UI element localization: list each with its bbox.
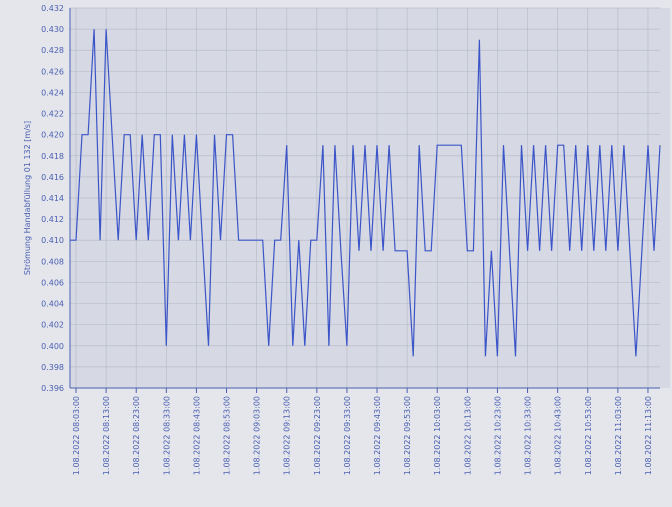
x-tick-label: 1.08.2022 09:23:00 <box>313 396 322 475</box>
y-tick-label: 0.424 <box>41 88 64 97</box>
x-tick-label: 1.08.2022 11:13:00 <box>644 396 653 475</box>
x-tick-label: 1.08.2022 11:03:00 <box>614 396 623 475</box>
x-tick-label: 1.08.2022 08:33:00 <box>162 396 171 475</box>
y-tick-label: 0.396 <box>41 384 64 393</box>
y-axis-label: Strömung Handabfüllung 01 132 [m/s] <box>23 121 32 275</box>
x-tick-label: 1.08.2022 08:43:00 <box>192 396 201 475</box>
y-tick-label: 0.428 <box>41 46 64 55</box>
x-tick-label: 1.08.2022 08:53:00 <box>223 396 232 475</box>
y-tick-label: 0.422 <box>41 110 64 119</box>
x-tick-label: 1.08.2022 10:43:00 <box>554 396 563 475</box>
y-tick-label: 0.404 <box>41 300 64 309</box>
x-tick-label: 1.08.2022 10:03:00 <box>433 396 442 475</box>
y-tick-label: 0.430 <box>41 25 64 34</box>
x-tick-label: 1.08.2022 10:53:00 <box>584 396 593 475</box>
x-tick-label: 1.08.2022 08:03:00 <box>72 396 81 475</box>
y-tick-label: 0.406 <box>41 278 64 287</box>
x-tick-label: 1.08.2022 09:43:00 <box>373 396 382 475</box>
x-tick-label: 1.08.2022 09:03:00 <box>253 396 262 475</box>
x-tick-label: 1.08.2022 09:13:00 <box>283 396 292 475</box>
y-tick-label: 0.402 <box>41 321 64 330</box>
x-tick-label: 1.08.2022 10:23:00 <box>493 396 502 475</box>
y-tick-label: 0.398 <box>41 363 64 372</box>
page: {"chart_data": {"type": "line", "y_label… <box>0 0 672 507</box>
x-tick-label: 1.08.2022 09:33:00 <box>343 396 352 475</box>
x-tick-label: 1.08.2022 10:13:00 <box>463 396 472 475</box>
y-tick-label: 0.410 <box>41 236 64 245</box>
x-tick-label: 1.08.2022 08:13:00 <box>102 396 111 475</box>
y-tick-label: 0.408 <box>41 257 64 266</box>
y-tick-label: 0.420 <box>41 131 64 140</box>
x-tick-label: 1.08.2022 09:53:00 <box>403 396 412 475</box>
y-tick-label: 0.412 <box>41 215 64 224</box>
y-tick-label: 0.418 <box>41 152 64 161</box>
x-tick-label: 1.08.2022 10:33:00 <box>524 396 533 475</box>
y-tick-label: 0.414 <box>41 194 64 203</box>
y-tick-label: 0.432 <box>41 4 64 13</box>
chart: Strömung Handabfüllung 01 132 [m/s] 1.08… <box>0 0 672 507</box>
y-tick-label: 0.426 <box>41 67 64 76</box>
x-tick-label: 1.08.2022 08:23:00 <box>132 396 141 475</box>
y-tick-label: 0.416 <box>41 173 64 182</box>
y-tick-label: 0.400 <box>41 342 64 351</box>
